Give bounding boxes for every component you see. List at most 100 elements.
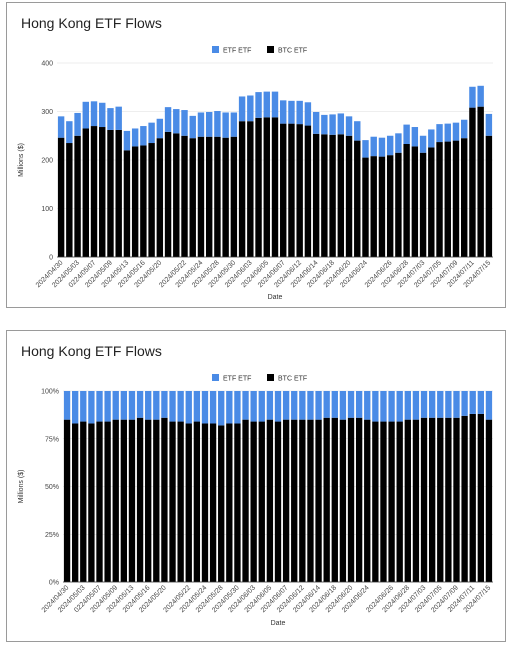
- y-tick-label: 0: [49, 255, 53, 262]
- y-tick-label: 100%: [41, 389, 59, 396]
- bar-btc-etf: [274, 421, 282, 582]
- y-tick-label: 0%: [49, 580, 59, 587]
- bar-btc-etf: [181, 135, 188, 257]
- bar-etf-etf: [57, 116, 65, 138]
- legend: ETF ETF BTC ETF: [212, 46, 307, 55]
- bar-btc-etf: [347, 417, 355, 582]
- bar-etf-etf: [329, 114, 336, 135]
- bar-etf-etf: [428, 129, 435, 148]
- bar-btc-etf: [436, 142, 443, 257]
- bar-etf-etf: [469, 86, 476, 108]
- y-axis-title: Millions ($): [18, 470, 25, 504]
- bar-btc-etf: [299, 419, 306, 582]
- bar-btc-etf: [205, 136, 213, 257]
- bar-btc-etf: [193, 421, 201, 582]
- bar-etf-etf: [201, 391, 209, 424]
- bar-btc-etf: [288, 123, 295, 257]
- bar-etf-etf: [403, 124, 410, 144]
- bar-etf-etf: [370, 136, 377, 157]
- bar-btc-etf: [378, 156, 386, 257]
- bar-btc-etf: [428, 147, 435, 257]
- bar-btc-etf: [372, 421, 379, 582]
- bar-etf-etf: [131, 128, 139, 147]
- bar-etf-etf: [282, 391, 290, 420]
- bar-etf-etf: [355, 391, 363, 418]
- bar-etf-etf: [247, 95, 254, 122]
- bar-btc-etf: [72, 423, 79, 582]
- bar-etf-etf: [299, 391, 306, 420]
- bar-btc-etf: [404, 419, 411, 582]
- bar-etf-etf: [123, 130, 131, 151]
- bar-etf-etf: [271, 91, 279, 118]
- bar-btc-etf: [331, 417, 338, 582]
- chart-percent-flows: ETF ETF BTC ETF0%25%50%75%100%2024/04/302…: [18, 374, 493, 627]
- legend-swatch: [212, 46, 219, 53]
- bar-etf-etf: [461, 391, 468, 416]
- bar-etf-etf: [307, 391, 314, 420]
- bar-btc-etf: [323, 417, 330, 582]
- bar-etf-etf: [185, 391, 192, 424]
- bar-etf-etf: [218, 391, 225, 426]
- bar-btc-etf: [412, 419, 420, 582]
- legend-label: ETF ETF: [223, 48, 251, 55]
- bar-btc-etf: [329, 134, 336, 257]
- bar-etf-etf: [136, 391, 144, 418]
- bar-etf-etf: [193, 391, 201, 422]
- bar-etf-etf: [411, 127, 419, 147]
- bar-etf-etf: [331, 391, 338, 418]
- legend-label: BTC ETF: [278, 48, 307, 55]
- bar-btc-etf: [226, 423, 233, 582]
- bar-etf-etf: [156, 118, 164, 139]
- bar-btc-etf: [88, 423, 95, 582]
- bar-etf-etf: [444, 123, 451, 142]
- bar-etf-etf: [197, 112, 205, 137]
- bar-btc-etf: [82, 128, 90, 257]
- bar-etf-etf: [153, 391, 160, 420]
- bar-etf-etf: [222, 112, 229, 138]
- bar-etf-etf: [477, 85, 484, 107]
- bar-etf-etf: [378, 137, 386, 157]
- bar-btc-etf: [156, 138, 164, 257]
- bar-etf-etf: [72, 391, 79, 424]
- bar-etf-etf: [460, 119, 468, 139]
- bar-btc-etf: [218, 425, 225, 582]
- bar-etf-etf: [242, 391, 249, 420]
- bar-btc-etf: [107, 129, 114, 257]
- bar-etf-etf: [436, 124, 443, 143]
- bar-btc-etf: [266, 419, 274, 582]
- bar-btc-etf: [115, 129, 122, 257]
- bar-btc-etf: [388, 421, 395, 582]
- bar-btc-etf: [189, 138, 196, 257]
- bar-etf-etf: [209, 391, 217, 424]
- bar-btc-etf: [234, 423, 241, 582]
- bar-etf-etf: [312, 111, 320, 134]
- legend-swatch: [267, 46, 274, 53]
- bar-etf-etf: [428, 391, 436, 418]
- bar-btc-etf: [396, 421, 403, 582]
- bar-btc-etf: [197, 136, 205, 257]
- bar-etf-etf: [112, 391, 119, 420]
- bar-etf-etf: [288, 100, 295, 124]
- bar-etf-etf: [419, 135, 427, 153]
- bar-etf-etf: [412, 391, 420, 420]
- bar-etf-etf: [128, 391, 136, 420]
- y-tick-label: 400: [41, 61, 53, 68]
- bar-etf-etf: [120, 391, 128, 420]
- bar-btc-etf: [214, 136, 221, 257]
- bar-etf-etf: [104, 391, 111, 422]
- y-axis-title: Millions ($): [18, 143, 25, 177]
- bar-btc-etf: [238, 121, 246, 257]
- bar-etf-etf: [189, 115, 196, 139]
- bar-btc-etf: [339, 419, 347, 582]
- chart-panel-absolute: Hong Kong ETF Flows ETF ETF BTC ETF 0 100 20…: [6, 2, 506, 308]
- bar-btc-etf: [96, 421, 103, 582]
- bar-etf-etf: [380, 391, 387, 422]
- y-tick-label: 50%: [45, 484, 59, 491]
- bar-btc-etf: [428, 417, 436, 582]
- bar-btc-etf: [477, 106, 484, 258]
- bar-etf-etf: [226, 391, 233, 424]
- bar-btc-etf: [145, 419, 152, 582]
- bar-btc-etf: [321, 134, 328, 257]
- bar-btc-etf: [112, 419, 119, 582]
- bar-btc-etf: [477, 413, 484, 582]
